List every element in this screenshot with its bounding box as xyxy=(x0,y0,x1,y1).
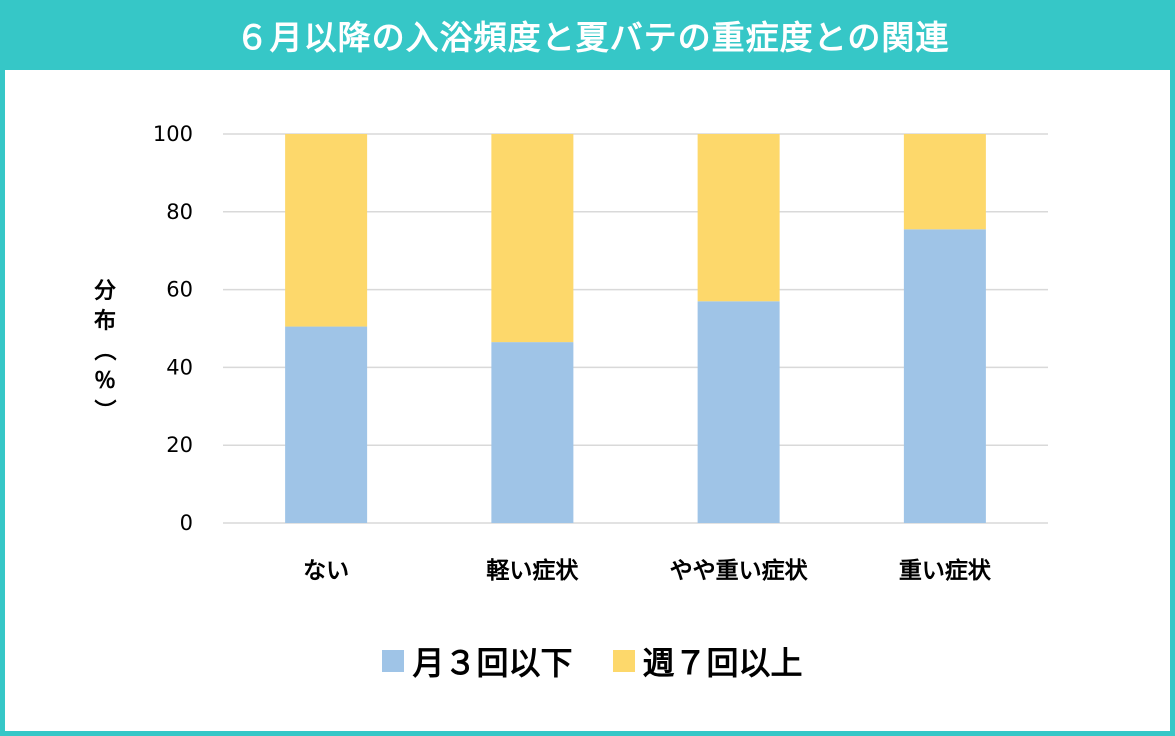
y-axis-label-char: 分 xyxy=(94,279,116,304)
bar-segment-series-2 xyxy=(697,134,780,302)
x-category-label: 軽い症状 xyxy=(486,557,579,584)
legend-swatch-series-1 xyxy=(382,650,405,672)
bar-segment-series-2 xyxy=(903,134,986,230)
y-tick-label: 100 xyxy=(153,122,193,146)
bar-segment-series-1 xyxy=(697,301,780,523)
bar-segment-series-2 xyxy=(285,134,368,327)
y-axis-label-char: ） xyxy=(91,399,116,421)
bar-segment-series-2 xyxy=(491,134,574,343)
chart-title: ６月以降の入浴頻度と夏バテの重症度との関連 xyxy=(235,18,950,57)
legend-swatch-series-2 xyxy=(612,650,635,672)
bar-segment-series-1 xyxy=(903,229,986,523)
legend-item-series-1: 月３回以下 xyxy=(382,638,573,684)
y-axis-label-char: ％ xyxy=(94,369,116,394)
y-tick-label: 20 xyxy=(166,433,193,457)
legend-label-series-1: 月３回以下 xyxy=(412,644,573,682)
legend-item-series-2: 週７回以上 xyxy=(612,638,803,684)
bar-layer xyxy=(285,134,986,523)
legend: 月３回以下 週７回以上 xyxy=(5,636,1175,686)
legend-label-series-2: 週７回以上 xyxy=(642,644,803,682)
x-category-label: 重い症状 xyxy=(899,557,992,584)
y-axis-label-char: 布 xyxy=(94,308,116,334)
y-tick-layer: 0 20 40 60 80 100 xyxy=(153,122,193,535)
stacked-bar-chart: 0 20 40 60 80 100 ない 軽い症状 やや重い症状 重い症状 分布 （ ％ ） xyxy=(91,122,1048,584)
x-category-layer: ない 軽い症状 やや重い症状 重い症状 xyxy=(303,557,992,584)
x-category-label: やや重い症状 xyxy=(670,557,809,584)
y-tick-label: 80 xyxy=(166,200,193,224)
y-tick-label: 40 xyxy=(166,355,193,379)
bar-segment-series-1 xyxy=(285,326,368,523)
y-tick-label: 0 xyxy=(180,511,193,535)
y-axis-label: 分布 （ ％ ） xyxy=(91,279,116,421)
y-tick-label: 60 xyxy=(166,278,193,302)
bar-segment-series-1 xyxy=(491,342,574,523)
x-category-label: ない xyxy=(303,558,349,584)
title-bar: ６月以降の入浴頻度と夏バテの重症度との関連 xyxy=(5,0,1175,70)
y-axis-label-char: （ xyxy=(91,339,116,361)
